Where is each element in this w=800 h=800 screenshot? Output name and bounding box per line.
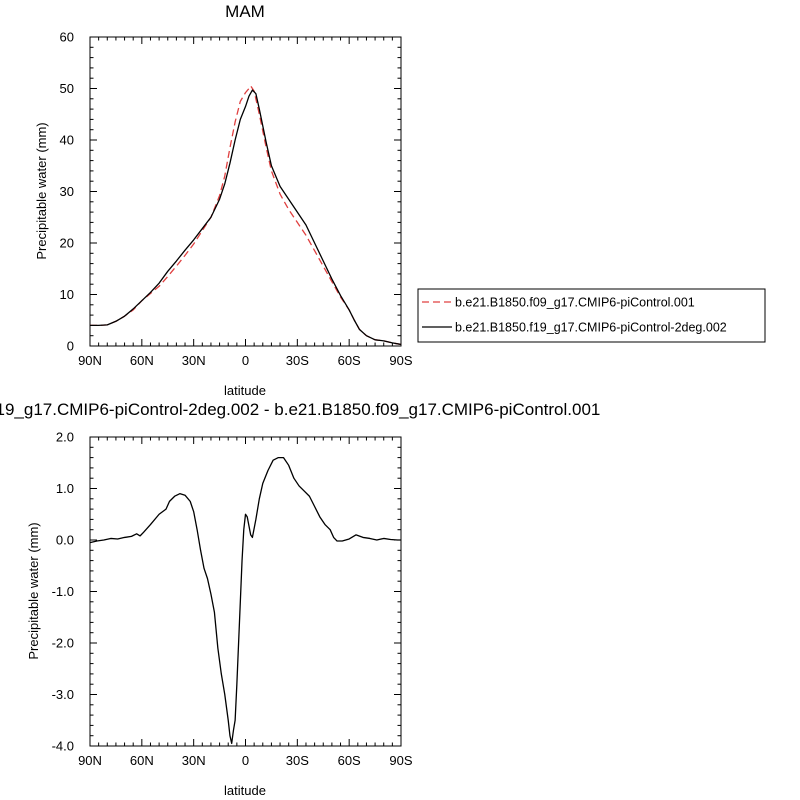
top-y-tick-label: 50 bbox=[60, 81, 74, 96]
top-y-tick-label: 10 bbox=[60, 287, 74, 302]
top-chart-frame bbox=[89, 36, 402, 347]
bottom-x-tick-label: 60S bbox=[338, 753, 361, 768]
legend-box bbox=[417, 288, 766, 343]
bottom-y-tick-label: 1.0 bbox=[56, 481, 74, 496]
top-x-tick-label: 90S bbox=[389, 353, 412, 368]
bottom-chart-x-axis-label: latitude bbox=[224, 783, 266, 798]
legend-label-series-2: b.e21.B1850.f19_g17.CMIP6-piControl-2deg… bbox=[455, 321, 727, 335]
top-chart-plot-area: 90N 60N 30N 0 30S 60S 90S 0 10 20 30 40 50 60 bbox=[60, 30, 413, 369]
legend-label-series-1: b.e21.B1850.f09_g17.CMIP6-piControl.001 bbox=[455, 296, 695, 310]
top-chart-title: MAM bbox=[225, 2, 265, 21]
top-x-tick-label: 30N bbox=[182, 353, 206, 368]
top-y-tick-label: 30 bbox=[60, 184, 74, 199]
bottom-y-tick-label: 2.0 bbox=[56, 430, 74, 445]
top-x-tick-label: 60N bbox=[130, 353, 154, 368]
top-x-tick-label: 60S bbox=[338, 353, 361, 368]
bottom-y-tick-label: -2.0 bbox=[52, 636, 74, 651]
bottom-x-tick-label: 90S bbox=[389, 753, 412, 768]
top-x-tick-label: 30S bbox=[286, 353, 309, 368]
top-y-tick-label: 20 bbox=[60, 236, 74, 251]
bottom-x-tick-label: 30S bbox=[286, 753, 309, 768]
top-series-line-2 bbox=[90, 89, 402, 346]
bottom-x-tick-label: 0 bbox=[242, 753, 249, 768]
bottom-x-tick-label: 90N bbox=[78, 753, 102, 768]
bottom-y-tick-label: -4.0 bbox=[52, 739, 74, 754]
bottom-chart-title: b.e21.B1850.f19_g17.CMIP6-piControl-2deg… bbox=[0, 400, 600, 419]
top-y-tick-label: 40 bbox=[60, 133, 74, 148]
top-chart-legend: b.e21.B1850.f09_g17.CMIP6-piControl.001 … bbox=[417, 288, 766, 343]
top-y-tick-label: 60 bbox=[60, 30, 74, 45]
bottom-y-tick-label: 0.0 bbox=[56, 533, 74, 548]
bottom-series-line-1 bbox=[89, 456, 401, 745]
bottom-chart-y-axis-label: Precipitable water (mm) bbox=[26, 522, 41, 659]
top-y-tick-label: 0 bbox=[67, 339, 74, 354]
bottom-x-tick-label: 60N bbox=[130, 753, 154, 768]
bottom-y-tick-label: -3.0 bbox=[52, 687, 74, 702]
bottom-x-tick-label: 30N bbox=[182, 753, 206, 768]
top-x-tick-label: 90N bbox=[78, 353, 102, 368]
bottom-chart-frame bbox=[89, 436, 402, 747]
bottom-chart-plot-area: 90N 60N 30N 0 30S 60S 90S -4.0 -3.0 -2.0 -1.0 0.0 1.… bbox=[52, 430, 413, 769]
bottom-y-tick-label: -1.0 bbox=[52, 584, 74, 599]
top-chart-x-axis-label: latitude bbox=[224, 383, 266, 398]
top-x-tick-label: 0 bbox=[242, 353, 249, 368]
top-chart-y-axis-label: Precipitable water (mm) bbox=[34, 122, 49, 259]
